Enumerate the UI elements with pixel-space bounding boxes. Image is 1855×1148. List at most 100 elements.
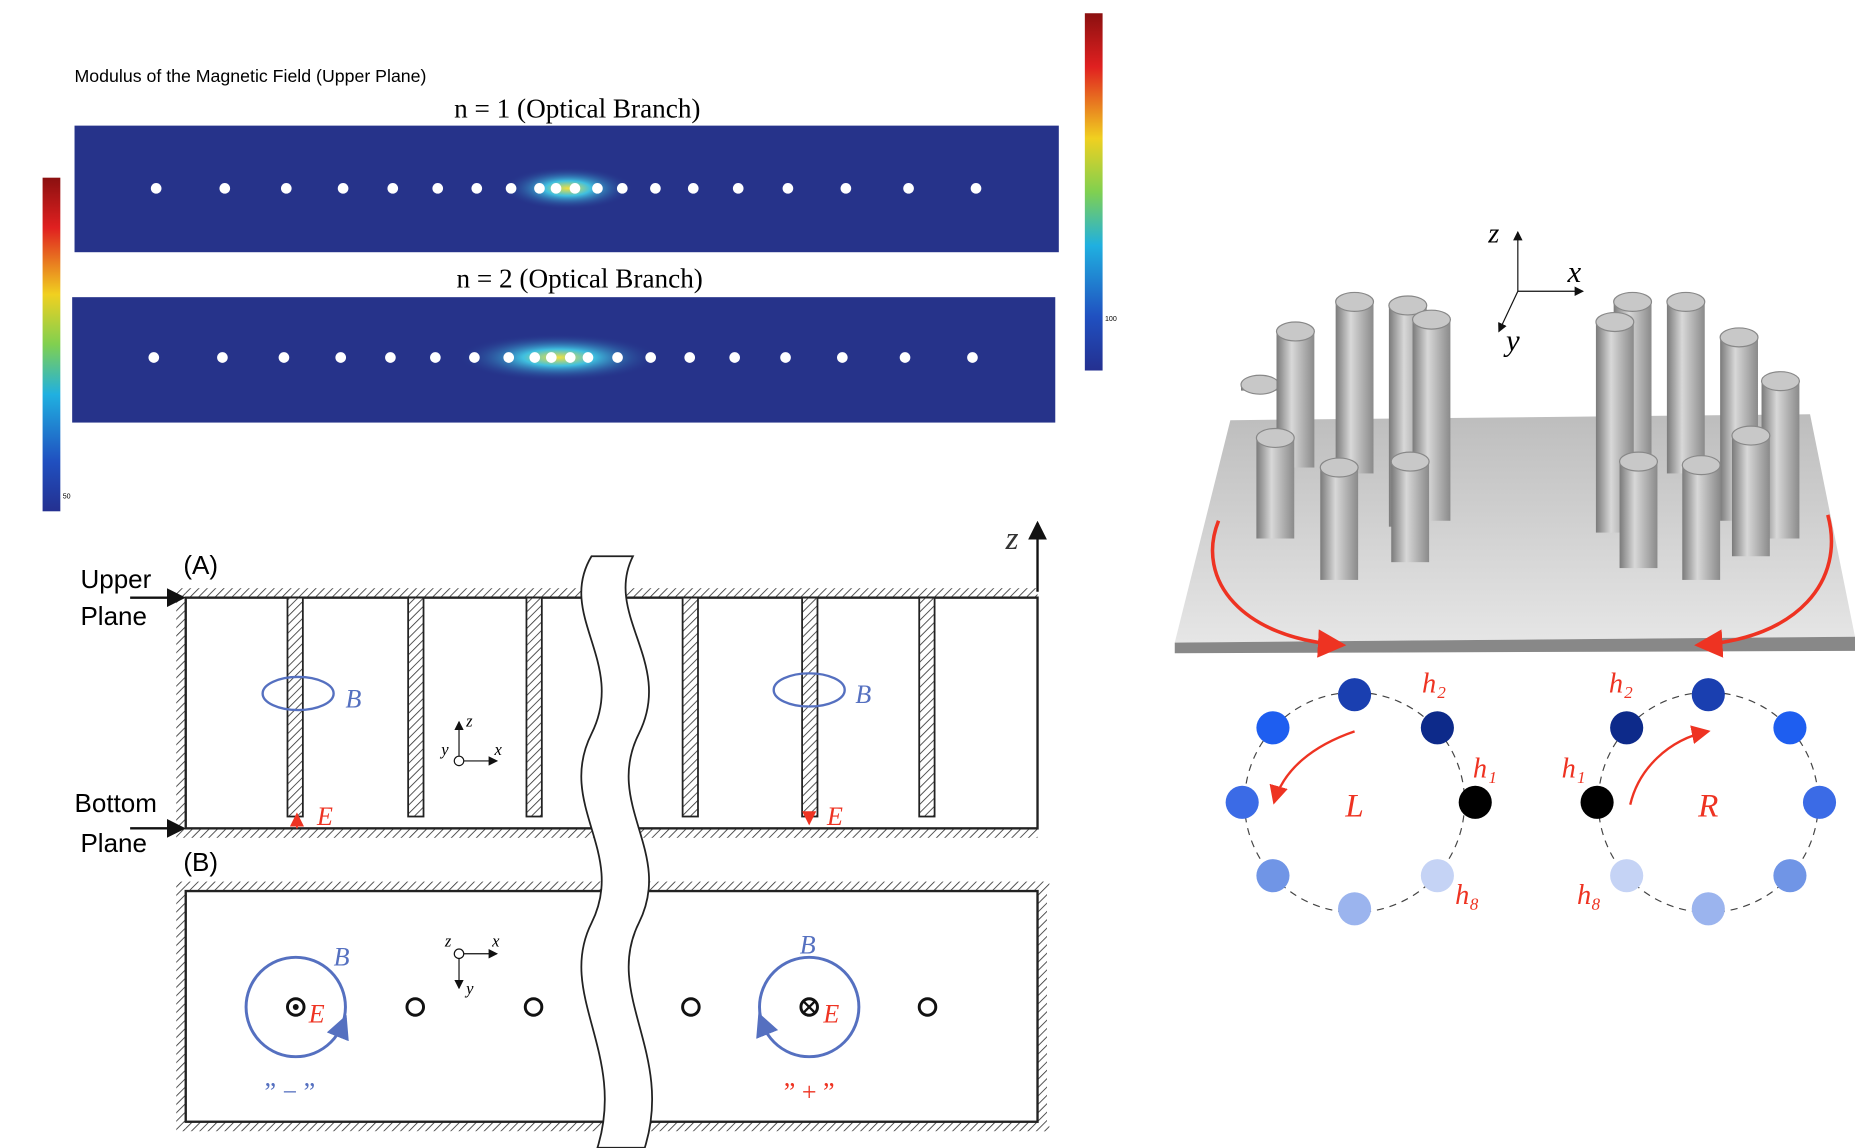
- heatmap-title: Modulus of the Magnetic Field (Upper Pla…: [75, 66, 427, 86]
- charge-label: ” + ”: [784, 1077, 835, 1106]
- field-glow: [503, 167, 633, 210]
- state-dot: [1803, 786, 1836, 819]
- rod-dot: [967, 352, 978, 363]
- post: [683, 598, 698, 817]
- colorbar: [1085, 13, 1103, 370]
- rod-dot: [279, 352, 290, 363]
- rod-dot: [338, 183, 349, 194]
- pillar: [1320, 468, 1358, 580]
- field-label: B: [334, 943, 350, 972]
- rod-dot: [583, 352, 594, 363]
- axis-label: y: [439, 740, 449, 759]
- pillar-top: [1413, 310, 1451, 329]
- rod-dot: [471, 183, 482, 194]
- state-dot: [1421, 859, 1454, 892]
- break-mark: [581, 556, 652, 1148]
- post: [526, 598, 541, 817]
- ring-label: R: [1697, 788, 1718, 825]
- colorbar-tick: 100: [1105, 315, 1117, 323]
- axis-label: z: [465, 712, 473, 731]
- state-dot: [1773, 711, 1806, 744]
- state-dot: [1692, 678, 1725, 711]
- rod-dot: [650, 183, 661, 194]
- rod-dot: [219, 183, 230, 194]
- ring-label: h₈: [1455, 880, 1479, 911]
- hole: [525, 999, 542, 1016]
- ring-label: L: [1344, 788, 1363, 825]
- plane-label: Plane: [80, 601, 147, 631]
- rod-dot: [612, 352, 623, 363]
- rod-dot: [903, 183, 914, 194]
- state-dot: [1338, 678, 1371, 711]
- axis-label: y: [1503, 323, 1520, 357]
- pillar: [1256, 438, 1294, 539]
- panel-label: (A): [183, 550, 218, 580]
- rod-dot: [529, 352, 540, 363]
- pillar-top: [1682, 456, 1720, 475]
- state-dot: [1459, 786, 1492, 819]
- field-label: E: [826, 802, 843, 831]
- rod-dot: [151, 183, 162, 194]
- rod-dot: [729, 352, 740, 363]
- axis-label: x: [494, 740, 503, 759]
- field-label: B: [855, 680, 871, 709]
- pillar-top: [1276, 322, 1314, 341]
- pillar: [1682, 465, 1720, 580]
- axis-label: x: [491, 932, 500, 951]
- field-label: B: [800, 931, 816, 960]
- pillar: [1620, 462, 1658, 568]
- hole: [683, 999, 700, 1016]
- rod-dot: [841, 183, 852, 194]
- rod-dot: [503, 352, 514, 363]
- plane-label: Plane: [80, 828, 147, 858]
- axis-label: z: [444, 932, 452, 951]
- state-dot: [1773, 859, 1806, 892]
- rod-dot: [565, 352, 576, 363]
- ring-label: h₂: [1609, 668, 1633, 699]
- state-dot: [1338, 892, 1371, 925]
- rod-dot: [570, 183, 581, 194]
- panel-label: n = 2 (Optical Branch): [457, 264, 703, 294]
- field-label: E: [822, 999, 839, 1028]
- pillar-top: [1614, 292, 1652, 311]
- pillar-top: [1241, 375, 1279, 394]
- pillar-top: [1762, 372, 1800, 391]
- rod-dot: [534, 183, 545, 194]
- pillar: [1336, 302, 1374, 474]
- ring-label: h₂: [1422, 668, 1446, 699]
- rod-dot: [837, 352, 848, 363]
- plane-label: Upper: [80, 564, 151, 594]
- rod-dot: [733, 183, 744, 194]
- rod-dot: [469, 352, 480, 363]
- pillar-top: [1391, 452, 1429, 471]
- state-dot: [1692, 892, 1725, 925]
- state-dot: [1256, 711, 1289, 744]
- rod-dot: [506, 183, 517, 194]
- pillar-top: [1256, 428, 1294, 447]
- field-label: E: [316, 802, 333, 831]
- rod-dot: [430, 352, 441, 363]
- rod-dot: [684, 352, 695, 363]
- rod-dot: [432, 183, 443, 194]
- hole: [407, 999, 424, 1016]
- plate-3d: [1175, 232, 1855, 653]
- rod-dot: [900, 352, 911, 363]
- pillar-top: [1720, 328, 1758, 347]
- pillar-top: [1336, 292, 1374, 311]
- panel-label: (B): [183, 847, 218, 877]
- post: [408, 598, 423, 817]
- field-label: E: [308, 999, 325, 1028]
- rod-dot: [592, 183, 603, 194]
- colorbar-tick: 50: [63, 492, 71, 500]
- rod-dot: [551, 183, 562, 194]
- pillar: [1732, 436, 1770, 557]
- ring-label: h₁: [1562, 753, 1586, 784]
- charge-label: ” − ”: [264, 1077, 315, 1106]
- rod-dot: [387, 183, 398, 194]
- rod-dot: [971, 183, 982, 194]
- axis-label: z: [1487, 219, 1499, 250]
- rod-dot: [546, 352, 557, 363]
- ring-label: h₈: [1577, 880, 1601, 911]
- state-dot: [1581, 786, 1614, 819]
- rod-dot: [783, 183, 794, 194]
